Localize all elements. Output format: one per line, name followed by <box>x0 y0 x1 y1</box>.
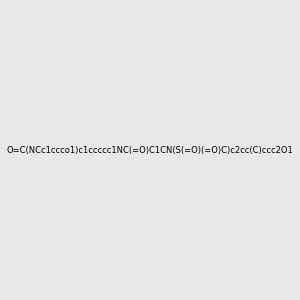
Text: O=C(NCc1ccco1)c1ccccc1NC(=O)C1CN(S(=O)(=O)C)c2cc(C)ccc2O1: O=C(NCc1ccco1)c1ccccc1NC(=O)C1CN(S(=O)(=… <box>7 146 293 154</box>
